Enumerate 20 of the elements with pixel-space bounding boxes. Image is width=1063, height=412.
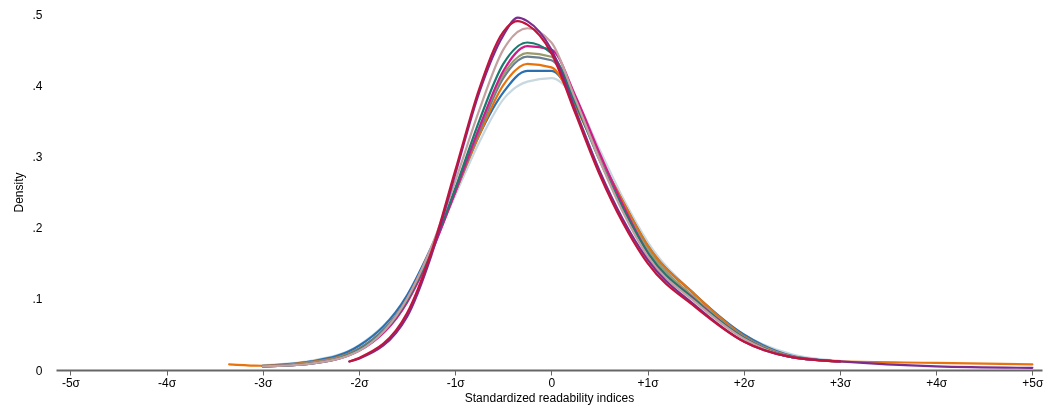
y-tick-label: 0 [35,363,43,378]
x-tick-label: +4σ [926,375,948,390]
x-tick-label: 0 [548,375,556,390]
x-tick-label: -2σ [350,375,370,390]
x-tick-label: +5σ [1022,375,1045,390]
y-tick-label: .2 [32,221,43,236]
x-tick-label: +1σ [637,375,660,390]
y-tick-label: .5 [32,7,43,22]
x-tick-label: -4σ [158,375,177,390]
x-tick-label: +2σ [733,375,756,390]
x-tick-label: -1σ [446,375,466,390]
line-series [348,20,842,363]
y-axis-title: Density [12,172,27,213]
x-tick-label: -5σ [61,375,81,390]
x-tick-label: +3σ [829,375,852,390]
y-tick-label: .4 [32,78,43,93]
y-tick-label: .1 [32,292,43,307]
y-tick-label: .3 [32,149,43,164]
x-tick-label: -3σ [254,375,273,390]
x-axis-title: Standardized readability indices [464,390,635,405]
